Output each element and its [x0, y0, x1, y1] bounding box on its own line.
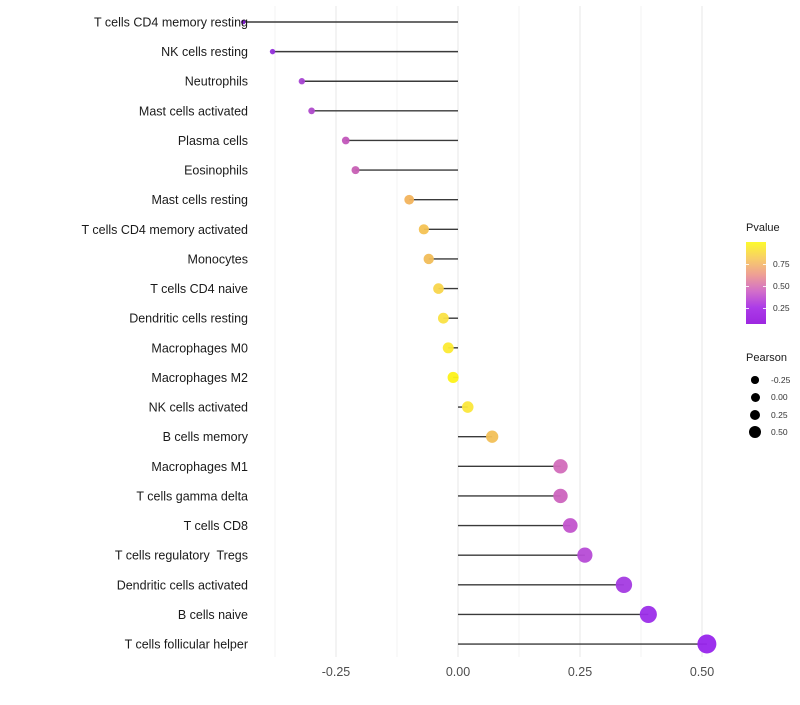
- y-axis-label: T cells gamma delta: [136, 489, 248, 503]
- x-axis-tick: 0.25: [568, 665, 592, 679]
- pearson-legend-label: 0.25: [771, 409, 788, 420]
- colorbar-tick: [746, 307, 749, 309]
- data-point: [351, 166, 360, 175]
- data-point: [437, 312, 449, 324]
- x-axis-tick: 0.50: [690, 665, 714, 679]
- legend-pearson-title: Pearson: [746, 352, 787, 364]
- data-point: [553, 488, 568, 504]
- pearson-legend-label: 0.00: [771, 392, 788, 403]
- y-axis-label: B cells naive: [178, 608, 248, 622]
- colorbar-tick: [746, 264, 749, 266]
- pearson-legend-dot-cell: [746, 426, 764, 439]
- data-point: [447, 371, 459, 383]
- data-point: [553, 459, 568, 474]
- y-axis-label: Monocytes: [188, 252, 248, 266]
- pearson-legend-dot: [750, 392, 760, 402]
- pvalue-colorbar: [746, 242, 766, 324]
- y-axis-label: Mast cells resting: [151, 193, 248, 207]
- colorbar-tick: [763, 307, 766, 309]
- y-axis-label: Neutrophils: [185, 75, 248, 89]
- data-point: [308, 107, 315, 115]
- data-point: [461, 401, 474, 413]
- y-axis-label: Dendritic cells activated: [117, 578, 248, 592]
- pearson-legend-dot-cell: [746, 409, 764, 420]
- pearson-legend-dot: [749, 409, 761, 420]
- pearson-legend-dot: [749, 426, 761, 439]
- y-axis-label: Eosinophils: [184, 164, 248, 178]
- data-point: [241, 19, 246, 25]
- data-point: [418, 224, 429, 235]
- legend-pearson: Pearson -0.25 0.00 0.25 0.50: [746, 352, 800, 441]
- pearson-legend-dot-cell: [746, 376, 764, 384]
- data-point: [341, 136, 350, 145]
- colorbar-tick-label: 0.75: [773, 259, 790, 270]
- y-axis-label: T cells CD8: [184, 519, 248, 533]
- colorbar-tick-label: 0.50: [773, 281, 790, 292]
- data-point: [269, 48, 276, 55]
- data-point: [442, 342, 454, 354]
- data-point: [639, 605, 657, 623]
- y-axis-label: T cells regulatory Tregs: [115, 549, 248, 563]
- y-axis-label: T cells CD4 memory resting: [94, 16, 248, 30]
- pearson-legend-item: 0.25: [746, 406, 800, 424]
- data-point: [404, 194, 415, 205]
- data-point: [486, 430, 499, 443]
- pearson-legend-item: -0.25: [746, 371, 800, 389]
- pearson-legend-dot: [751, 376, 759, 384]
- pearson-legend-label: 0.50: [771, 427, 788, 438]
- data-point: [615, 576, 633, 593]
- y-axis-label: T cells CD4 naive: [150, 282, 248, 296]
- y-axis-label: Macrophages M0: [151, 341, 248, 355]
- y-axis-label: Mast cells activated: [139, 104, 248, 118]
- data-point: [433, 283, 444, 294]
- data-point: [423, 253, 434, 265]
- legend-pvalue-title: Pvalue: [746, 222, 780, 234]
- pvalue-colorbar-wrap: 0.75 0.50 0.25: [746, 242, 790, 324]
- colorbar-tick: [763, 264, 766, 266]
- y-axis-label: NK cells activated: [149, 401, 248, 415]
- data-point: [562, 518, 578, 533]
- x-axis-tick: 0.00: [446, 665, 470, 679]
- colorbar-tick-label: 0.25: [773, 302, 790, 313]
- y-axis-label: NK cells resting: [161, 45, 248, 59]
- colorbar-tick: [746, 286, 749, 288]
- pearson-legend-label: -0.25: [771, 374, 791, 385]
- colorbar-tick: [763, 286, 766, 288]
- data-point: [577, 547, 593, 563]
- data-point: [697, 634, 717, 654]
- pearson-legend-item: 0.50: [746, 424, 800, 442]
- y-axis-label: B cells memory: [163, 430, 249, 444]
- pearson-legend-item: 0.00: [746, 389, 800, 407]
- y-axis-label: Macrophages M2: [151, 371, 248, 385]
- y-axis-label: T cells follicular helper: [125, 638, 248, 652]
- y-axis-label: Plasma cells: [178, 134, 248, 148]
- x-axis-tick: -0.25: [322, 665, 351, 679]
- y-axis-label: T cells CD4 memory activated: [82, 223, 249, 237]
- legend-pvalue: Pvalue 0.75 0.50 0.25: [746, 222, 800, 324]
- y-axis-label: Dendritic cells resting: [129, 312, 248, 326]
- pearson-legend-dot-cell: [746, 392, 764, 402]
- data-point: [298, 78, 306, 85]
- y-axis-label: Macrophages M1: [151, 460, 248, 474]
